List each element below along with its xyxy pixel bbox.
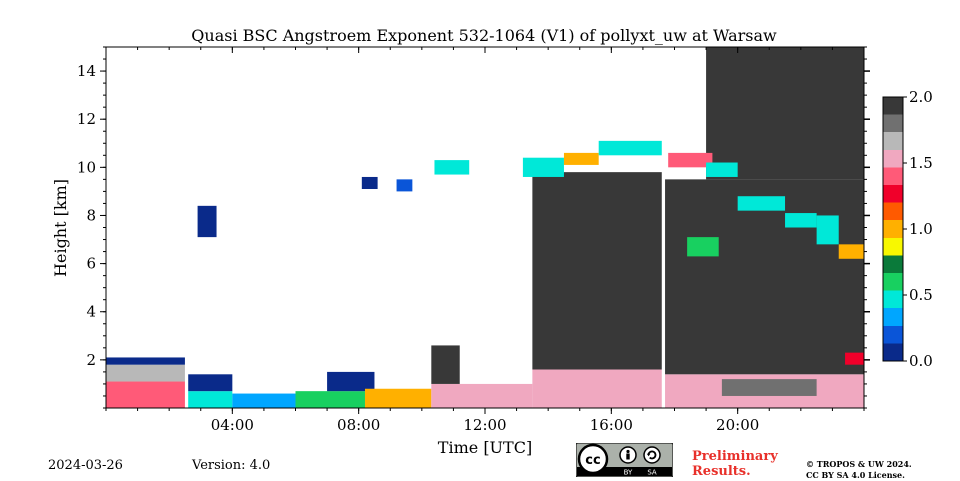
colorbar-gradient	[882, 96, 904, 362]
y-tick-label: 12	[77, 110, 96, 128]
x-axis: 04:00 08:00 12:00 16:00 20:00	[105, 47, 865, 434]
plot-area	[106, 47, 864, 408]
heatmap-cell	[106, 357, 185, 365]
heatmap-cell	[327, 371, 375, 392]
y-tick-label: 4	[86, 303, 96, 321]
colorbar-tick-label: 0.5	[909, 286, 933, 304]
heatmap-cell	[687, 237, 719, 257]
copyright-line-2: CC BY SA 4.0 License.	[806, 470, 905, 480]
heatmap-cell	[838, 244, 864, 259]
heatmap-cell	[106, 364, 185, 382]
heatmap-cell	[706, 162, 738, 177]
heatmap-cell	[364, 388, 432, 408]
colorbar: 0.0 0.5 1.0 1.5 2.0	[882, 88, 933, 370]
heatmap-cell	[665, 179, 864, 375]
heatmap-cell	[396, 179, 413, 192]
x-tick-label: 20:00	[716, 416, 759, 434]
heatmap-cell	[598, 140, 662, 156]
missing-data-gaps	[184, 47, 666, 408]
heatmap-cell	[816, 215, 839, 245]
heatmap-cell	[721, 379, 817, 396]
y-tick-label: 6	[86, 255, 96, 273]
sa-icon	[643, 446, 661, 464]
preliminary-line-2: Results.	[692, 464, 751, 479]
colorbar-tick-label: 1.5	[909, 154, 933, 172]
x-tick-label: 04:00	[211, 416, 254, 434]
x-tick-label: 16:00	[590, 416, 633, 434]
colorbar-tick-label: 0.0	[909, 352, 933, 370]
heatmap-cell	[532, 369, 662, 408]
heatmap-cell	[431, 383, 533, 408]
badge-by-label: BY	[624, 469, 633, 477]
heatmap-cell	[188, 374, 233, 392]
heatmap-cell	[532, 172, 662, 370]
cc-icon: cc	[577, 443, 609, 475]
footer-date: 2024-03-26	[48, 458, 123, 473]
heatmap-cell	[737, 196, 786, 211]
y-tick-label: 14	[77, 62, 96, 80]
missing-data-gap	[661, 47, 666, 408]
y-tick-label: 10	[77, 158, 96, 176]
missing-data-gap	[184, 47, 189, 408]
heatmap-cell	[106, 381, 185, 408]
y-tick-label: 8	[86, 206, 96, 224]
heatmap-cell	[188, 391, 233, 408]
x-axis-label: Time [UTC]	[438, 438, 532, 457]
by-icon	[619, 446, 637, 464]
y-axis-label: Height [km]	[51, 179, 70, 277]
x-tick-label: 12:00	[463, 416, 506, 434]
heatmap-cell	[522, 157, 564, 177]
heatmap-cell	[232, 393, 296, 408]
heatmap-cell	[668, 152, 713, 168]
heatmap-cell	[431, 345, 460, 384]
copyright-line-1: © TROPOS & UW 2024.	[806, 459, 912, 469]
heatmap-cell	[706, 47, 864, 180]
colorbar-tick-label: 1.0	[909, 220, 933, 238]
cc-license-badge[interactable]: cc BY SA	[575, 442, 674, 478]
badge-sa-label: SA	[647, 469, 657, 477]
heatmap-cell	[845, 352, 864, 365]
colorbar-ticks: 0.0 0.5 1.0 1.5 2.0	[903, 88, 933, 370]
heatmap-cell	[361, 176, 378, 189]
preliminary-line-1: Preliminary	[692, 449, 778, 464]
colorbar-tick-label: 2.0	[909, 88, 933, 106]
heatmap-cell	[295, 391, 365, 408]
x-tick-label: 08:00	[337, 416, 380, 434]
y-axis: 2 4 6 8 10 12 14	[77, 46, 870, 409]
footer-version: Version: 4.0	[192, 458, 271, 473]
heatmap-cell	[785, 213, 817, 228]
copyright-notice: © TROPOS & UW 2024. CC BY SA 4.0 License…	[806, 459, 912, 481]
heatmap-cell	[563, 152, 599, 165]
svg-text:cc: cc	[585, 453, 600, 468]
preliminary-notice: Preliminary Results.	[692, 449, 778, 479]
chart-title: Quasi BSC Angstroem Exponent 532-1064 (V…	[191, 26, 777, 45]
heatmap-cell	[434, 160, 470, 175]
heatmap-cell	[197, 205, 217, 238]
y-tick-label: 2	[86, 351, 96, 369]
